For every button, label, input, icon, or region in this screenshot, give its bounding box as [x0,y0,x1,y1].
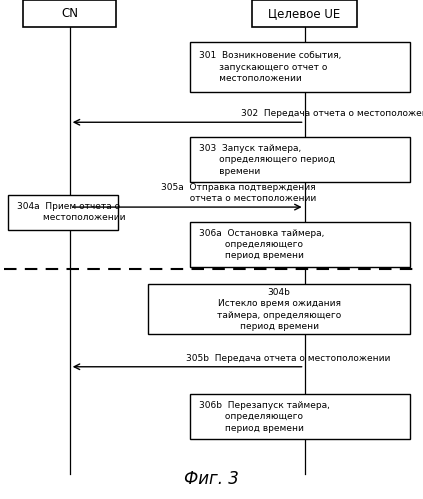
Bar [8,195,118,230]
Text: 302  Передача отчета о местоположении: 302 Передача отчета о местоположении [241,109,423,118]
Text: 301  Возникновение события,
       запускающего отчет о
       местоположении: 301 Возникновение события, запускающего … [199,51,341,83]
Text: Фиг. 3: Фиг. 3 [184,470,239,488]
Bar [252,0,357,27]
Text: Целевое UE: Целевое UE [269,7,341,20]
Bar [190,137,410,182]
Text: 303  Запуск таймера,
       определяющего период
       времени: 303 Запуск таймера, определяющего период… [199,144,335,176]
Text: 305b  Передача отчета о местоположении: 305b Передача отчета о местоположении [186,354,390,363]
Bar [190,222,410,267]
Text: 306b  Перезапуск таймера,
         определяющего
         период времени: 306b Перезапуск таймера, определяющего п… [199,401,330,433]
Bar [190,42,410,92]
Text: 304b
Истекло время ожидания
таймера, определяющего
период времени: 304b Истекло время ожидания таймера, опр… [217,288,341,331]
Text: 304a  Прием отчета о
         местоположении: 304a Прием отчета о местоположении [17,202,126,222]
Text: 306a  Остановка таймера,
         определяющего
         период времени: 306a Остановка таймера, определяющего пе… [199,229,324,260]
Text: 305a  Отправка подтверждения
          отчета о местоположении: 305a Отправка подтверждения отчета о мес… [161,183,316,203]
Text: CN: CN [61,7,78,20]
Bar [23,0,116,27]
Bar [190,394,410,439]
Bar [148,284,410,334]
